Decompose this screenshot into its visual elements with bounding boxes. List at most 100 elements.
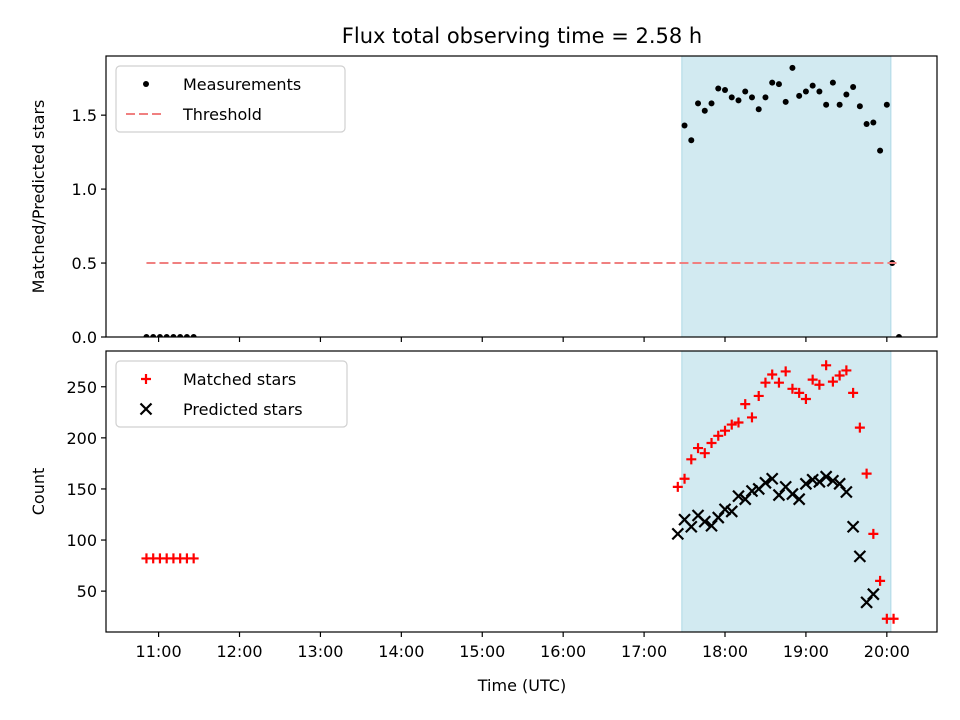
- measurement-point: [823, 101, 830, 108]
- matched-star-point: [679, 473, 690, 484]
- legend: Matched stars Predicted stars: [115, 360, 348, 428]
- measurement-point: [722, 87, 729, 94]
- y-tick-label: 1.5: [72, 106, 97, 125]
- plot-data: [143, 64, 902, 337]
- predicted-star-point: [819, 470, 833, 483]
- predicted-star-point: [799, 477, 813, 491]
- matched-star-point: [188, 553, 199, 564]
- measurement-point: [836, 101, 843, 108]
- measurement-point: [863, 121, 870, 128]
- measurement-point: [715, 85, 722, 92]
- predicted-star-point: [826, 474, 840, 488]
- measurement-point: [762, 94, 769, 101]
- legend-measurement-swatch: [143, 81, 149, 87]
- matched-star-point: [794, 387, 805, 398]
- matched-star-point: [740, 399, 751, 410]
- measurement-point: [802, 88, 809, 95]
- measurement-point: [883, 101, 890, 108]
- matched-star-point: [834, 370, 845, 381]
- measurement-point: [143, 334, 150, 337]
- observing-window-shade: [681, 55, 892, 338]
- matched-star-point: [888, 613, 899, 624]
- x-axis-label: Time (UTC): [477, 676, 566, 695]
- predicted-star-point: [853, 550, 867, 563]
- x-tick-label: 15:00: [459, 642, 505, 661]
- predicted-star-point: [846, 520, 860, 534]
- x-tick-label: 18:00: [702, 642, 748, 661]
- x-tick-label: 14:00: [378, 642, 424, 661]
- y-tick-label: 250: [66, 378, 97, 397]
- matched-star-point: [699, 448, 710, 459]
- measurement-point: [789, 64, 796, 71]
- axes-frame: [105, 350, 938, 633]
- matched-star-point: [733, 417, 744, 428]
- measurement-point: [809, 82, 816, 89]
- matched-star-point: [713, 430, 724, 441]
- predicted-star-point: [759, 476, 772, 490]
- matched-star-point: [753, 390, 764, 401]
- measurement-point: [769, 79, 776, 86]
- matched-star-point: [814, 379, 825, 390]
- matched-star-point: [760, 377, 771, 388]
- matched-star-point: [726, 419, 737, 430]
- matched-star-point: [875, 575, 886, 586]
- measurement-point: [183, 334, 190, 337]
- measurement-point: [150, 334, 157, 337]
- y-axis-label: Matched/Predicted stars: [29, 100, 48, 294]
- predicted-star-point: [732, 489, 745, 503]
- legend-label: Matched stars: [183, 370, 296, 389]
- legend-matched-swatch: [141, 374, 151, 384]
- matched-star-point: [672, 481, 683, 492]
- measurement-point: [708, 100, 715, 107]
- x-tick-label: 19:00: [783, 642, 829, 661]
- y-tick-label: 1.0: [72, 180, 97, 199]
- matched-star-point: [848, 387, 859, 398]
- matched-star-point: [854, 422, 865, 433]
- predicted-star-point: [765, 472, 779, 486]
- matched-star-point: [693, 443, 704, 454]
- measurement-point: [695, 100, 702, 107]
- axes-frame: [105, 55, 938, 338]
- predicted-star-point: [698, 515, 712, 528]
- predicted-star-point: [867, 587, 880, 601]
- x-tick-label: 16:00: [540, 642, 586, 661]
- legend-label: Threshold: [182, 105, 262, 124]
- x-tick-label: 17:00: [621, 642, 667, 661]
- legend-frame: [115, 65, 346, 133]
- measurement-point: [177, 334, 184, 337]
- measurement-point: [775, 81, 782, 88]
- measurement-point: [829, 79, 836, 86]
- matched-star-point: [780, 366, 791, 377]
- measurement-point: [843, 91, 850, 98]
- measurement-point: [796, 92, 803, 99]
- matched-star-point: [773, 377, 784, 388]
- matched-star-point: [686, 454, 697, 465]
- matched-star-point: [821, 360, 832, 371]
- predicted-star-point: [786, 487, 799, 501]
- predicted-star-point: [813, 475, 826, 489]
- measurement-point: [748, 94, 755, 101]
- measurement-point: [870, 119, 877, 126]
- measurement-point: [170, 334, 177, 337]
- matched-star-point: [841, 365, 852, 376]
- y-tick-label: 150: [66, 480, 97, 499]
- measurement-point: [782, 98, 789, 105]
- matched-star-point: [767, 369, 778, 380]
- measurement-point: [735, 97, 742, 104]
- measurement-point: [850, 84, 857, 91]
- measurement-point: [895, 334, 902, 337]
- matched-star-point: [720, 425, 731, 436]
- measurement-point: [190, 334, 197, 337]
- panel-flux-ratio: 0.0 0.5 1.0 1.5 Matched/Predicted stars Measu…: [29, 55, 938, 347]
- plot-data: [141, 360, 899, 624]
- measurement-point: [688, 137, 695, 144]
- legend: Measurements Threshold: [115, 65, 346, 133]
- matched-star-point: [807, 374, 818, 385]
- y-tick-label: 0.5: [72, 254, 97, 273]
- x-tick-label: 12:00: [216, 642, 262, 661]
- measurement-point: [856, 103, 863, 110]
- x-tick-label: 11:00: [136, 642, 182, 661]
- measurement-point: [701, 107, 708, 114]
- legend-label: Predicted stars: [183, 400, 303, 419]
